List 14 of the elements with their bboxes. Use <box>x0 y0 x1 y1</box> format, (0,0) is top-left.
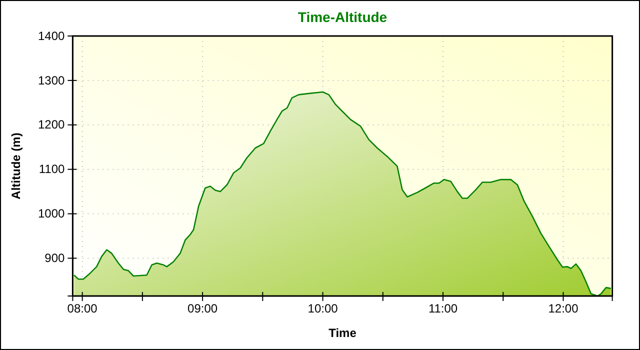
y-axis-title: Altitude (m) <box>9 132 23 200</box>
y-tick-label: 1200 <box>38 118 66 132</box>
y-tick-label: 1400 <box>38 28 66 43</box>
x-tick-label: 09:00 <box>188 302 218 316</box>
y-tick-label: 900 <box>44 251 66 266</box>
x-tick-label: 08:00 <box>67 302 98 316</box>
x-tick-label: 12:00 <box>548 302 579 316</box>
y-tick-label: 1300 <box>38 73 66 88</box>
chart-title: Time-Altitude <box>298 9 388 25</box>
x-tick-label: 10:00 <box>308 302 338 316</box>
x-tick-label: 11:00 <box>428 302 458 316</box>
y-tick-label: 1100 <box>38 162 66 176</box>
y-tick-label: 1000 <box>38 206 66 221</box>
x-axis-title: Time <box>328 326 357 340</box>
